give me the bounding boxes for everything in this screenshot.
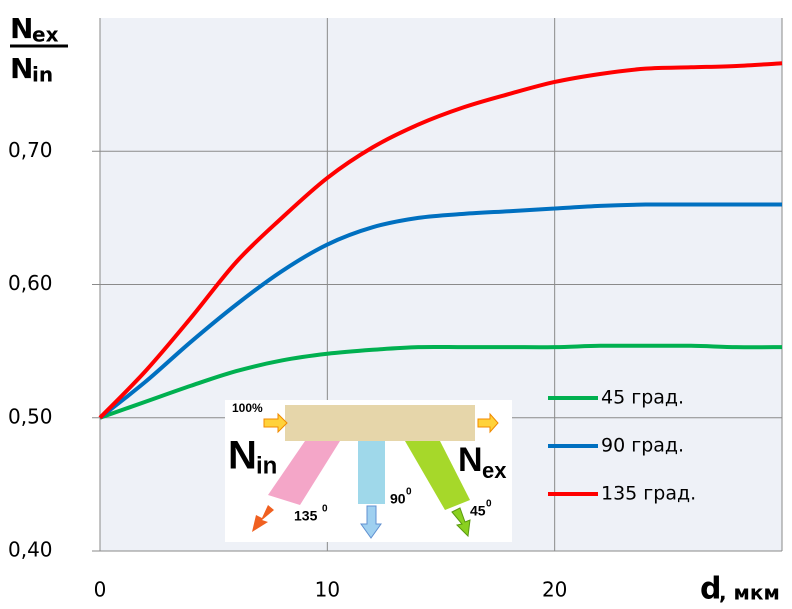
inset-angle-135: 135 (294, 508, 318, 524)
y-tick-label: 0,40 (8, 538, 53, 562)
inset-n-ex: N (458, 441, 483, 479)
inset-angle-45: 45 (470, 503, 486, 519)
waveguide (285, 405, 475, 441)
y-tick-label: 0,60 (8, 271, 53, 295)
branch-90 (358, 441, 385, 504)
x-label-unit: , мкм (719, 581, 780, 605)
y-tick-label: 0,70 (8, 138, 53, 162)
legend-label: 90 град. (601, 435, 684, 457)
x-tick-label: 0 (94, 578, 107, 602)
inset-input: 100% (232, 401, 263, 415)
y-tick-label: 0,50 (8, 404, 53, 428)
y-label-den: N (10, 52, 33, 85)
y-label-num-sub: ex (32, 23, 59, 47)
y-label-num: N (10, 12, 33, 45)
inset-diagram: 100% N in N ex 135 0 90 0 45 0 (225, 400, 512, 542)
inset-degree: 0 (322, 504, 328, 515)
inset-degree: 0 (486, 499, 492, 510)
inset-n-in: N (228, 434, 257, 478)
x-tick-label: 10 (315, 578, 340, 602)
y-label: N ex N in (10, 12, 68, 87)
legend-label: 135 град. (601, 483, 696, 505)
legend-label: 45 град. (601, 387, 684, 409)
y-label-den-sub: in (32, 63, 53, 87)
x-tick-label: 20 (542, 578, 567, 602)
inset-angle-90: 90 (390, 491, 406, 507)
inset-degree: 0 (406, 487, 412, 498)
chart: N ex N in d , мкм 100% N in N ex 135 0 9… (0, 0, 792, 609)
inset-n-ex-sub: ex (482, 458, 507, 483)
inset-n-in-sub: in (256, 452, 277, 479)
